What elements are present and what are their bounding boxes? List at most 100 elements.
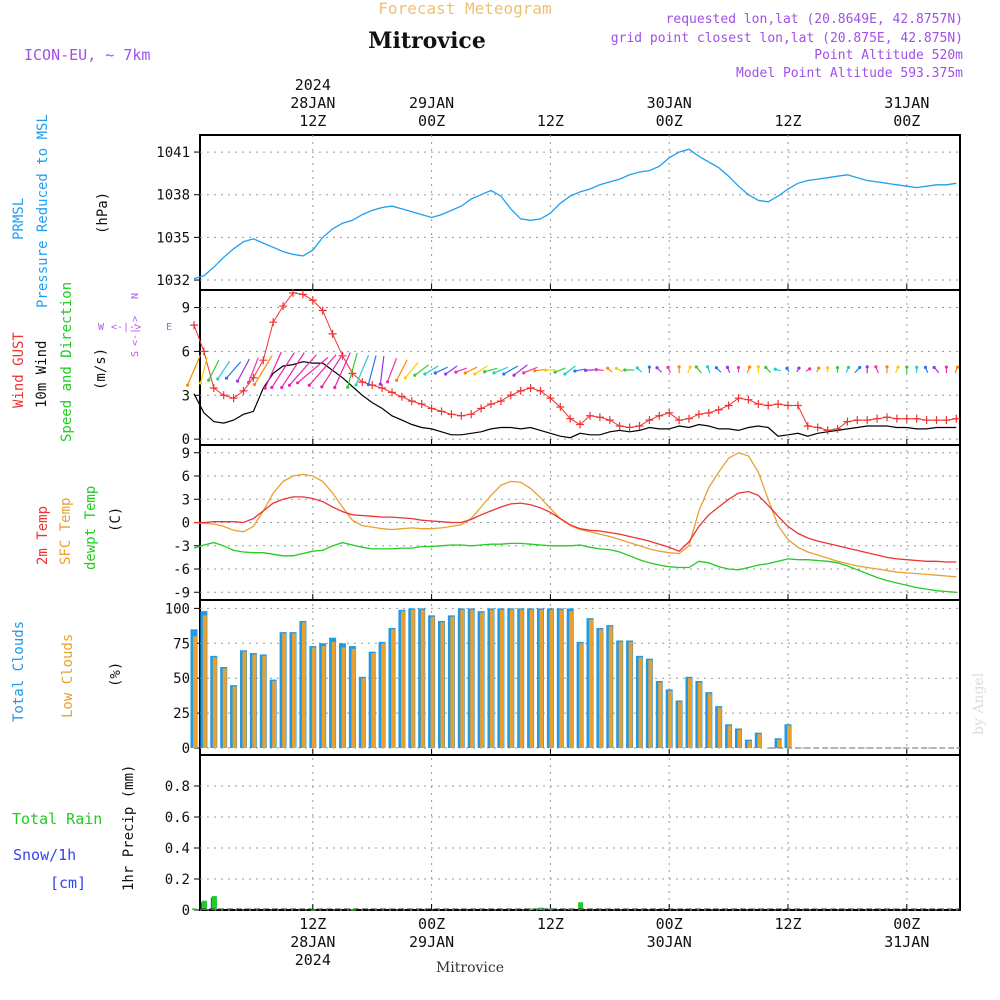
- gust-marker: [744, 395, 753, 404]
- gust-marker: [496, 397, 505, 406]
- wind-direction-arrow: [379, 355, 385, 385]
- bottom-time-label: 00Z: [418, 915, 445, 933]
- wind-arrow-head: [905, 365, 909, 369]
- gust-marker: [199, 347, 208, 356]
- pressure-tick-label: 1032: [156, 273, 190, 289]
- low-cloud-bar: [391, 629, 395, 749]
- low-cloud-bar: [628, 641, 633, 749]
- low-cloud-bar: [272, 680, 277, 749]
- wind-arrow-head: [885, 365, 889, 369]
- low-cloud-bar: [470, 609, 475, 749]
- gust-marker: [467, 410, 476, 419]
- gust-marker: [625, 423, 634, 432]
- gust-marker: [873, 414, 882, 423]
- low-cloud-bar: [400, 611, 405, 749]
- bottom-time-label: 00Z: [656, 915, 683, 933]
- dir-w: W: [98, 322, 105, 333]
- clouds-tick-label: 100: [165, 601, 190, 617]
- wind-arrow-head: [423, 372, 427, 376]
- wind-direction-arrow: [474, 365, 488, 375]
- wind-arrow-head: [454, 370, 458, 374]
- pressure-label-1: PRMSL: [11, 198, 27, 240]
- wind10m-label: 10m Wind: [34, 341, 50, 408]
- wind-arrow-head: [923, 365, 928, 369]
- gust-marker: [784, 401, 792, 410]
- low-cloud-bar: [747, 741, 752, 749]
- wind-arrow-head: [932, 365, 936, 370]
- wind-arrow-head: [385, 380, 390, 384]
- wind-direction-arrow: [455, 367, 467, 373]
- wind-panel: [186, 288, 961, 439]
- top-time-label: 00Z: [656, 112, 683, 130]
- temp-tick-label: 3: [182, 492, 190, 508]
- wind-arrow-head: [826, 366, 830, 370]
- rain-bar: [310, 909, 316, 911]
- gust-marker: [397, 392, 406, 401]
- wind-unit: (m/s): [93, 348, 109, 390]
- gust-marker: [863, 416, 872, 425]
- gust-marker: [457, 411, 466, 420]
- clouds-tick-label: 50: [173, 671, 190, 687]
- gust-marker: [655, 411, 664, 420]
- gust-marker: [922, 416, 931, 425]
- temp2m-label: 2m Temp: [35, 506, 51, 565]
- rain-bar: [211, 896, 217, 910]
- wind-arrow-head: [216, 377, 220, 381]
- low-cloud-bar: [519, 609, 524, 749]
- wind-arrow-head: [606, 366, 610, 370]
- wind-direction-arrow: [200, 356, 208, 384]
- pressure-tick-label: 1035: [156, 230, 190, 246]
- low-cloud-bar: [212, 657, 217, 749]
- wind-arrow-head: [354, 383, 358, 387]
- gust-marker: [952, 414, 961, 423]
- gust-marker: [487, 400, 495, 409]
- gust-marker: [477, 404, 486, 413]
- gust-marker: [516, 386, 525, 395]
- temp-tick-label: -6: [173, 562, 190, 578]
- low-cloud-bar: [440, 622, 445, 749]
- gust-marker: [219, 391, 228, 400]
- sfc-label: SFC Temp: [58, 498, 74, 565]
- temperature-panel: [193, 452, 957, 593]
- gust-marker: [328, 329, 337, 338]
- gust-marker: [318, 306, 327, 315]
- sfc-temp-line: [193, 452, 957, 578]
- low-cloud-bar: [658, 682, 663, 749]
- direction-legend: W <-|-> E N S <-|->: [98, 293, 172, 357]
- direction-label: Speed and Direction: [59, 282, 75, 442]
- precip-tick-label: 0.2: [165, 872, 190, 888]
- temp2m-line: [194, 490, 957, 563]
- wind-arrow-head: [287, 383, 292, 387]
- grid-point-coords: grid point closest lon,lat (20.875E, 42.…: [611, 31, 963, 46]
- temp-unit: (C): [108, 507, 124, 532]
- dir-arrows: <-|->: [111, 322, 141, 333]
- low-cloud-bar: [193, 636, 197, 749]
- gust-marker: [437, 407, 446, 416]
- low-cloud-bar: [549, 609, 554, 749]
- wind-arrow-head: [394, 378, 399, 382]
- gust-marker: [645, 416, 654, 425]
- wind-arrow-head: [186, 383, 190, 387]
- wind-arrow-head: [346, 385, 350, 389]
- gust-marker: [338, 351, 347, 360]
- wind-tick-label: 6: [182, 344, 190, 360]
- low-clouds-label: Low Clouds: [60, 634, 76, 718]
- top-time-label: 29JAN: [409, 94, 454, 112]
- wind-arrow-head: [655, 366, 659, 370]
- low-cloud-bar: [450, 616, 455, 749]
- total-clouds-label: Total Clouds: [11, 621, 27, 722]
- gust-marker: [378, 383, 387, 392]
- bottom-time-label: 12Z: [299, 915, 326, 933]
- wind-arrow-head: [378, 382, 382, 386]
- wind-arrow-head: [444, 372, 448, 376]
- wind-direction-arrow: [226, 361, 242, 379]
- gust-marker: [932, 416, 941, 425]
- gust-marker: [586, 411, 594, 420]
- snow-unit: [cm]: [50, 874, 86, 892]
- y-tick-labels: 104110381035103296309630-3-6-91007550250…: [156, 145, 190, 919]
- wind-arrow-head: [635, 366, 639, 370]
- wind-arrow-head: [553, 370, 557, 374]
- low-cloud-bar: [371, 653, 376, 749]
- wind-direction-arrow: [308, 354, 337, 386]
- gust-marker: [298, 290, 307, 299]
